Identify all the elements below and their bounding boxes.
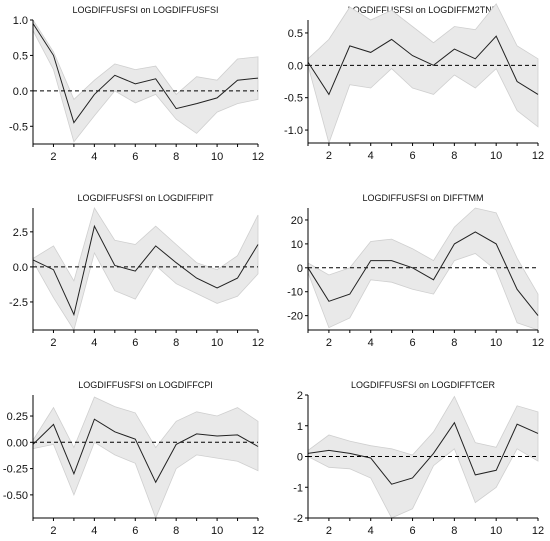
y-tick-label: 20 [291,215,303,227]
x-tick-label: 12 [532,150,544,162]
x-tick-label: 4 [368,525,374,537]
x-tick-label: 4 [368,150,374,162]
y-tick-label: -2 [293,513,303,525]
y-tick-label: 2.5 [13,227,28,239]
x-tick-label: 10 [490,150,502,162]
confidence-band [307,395,539,519]
confidence-band [32,207,259,331]
x-tick-label: 8 [173,151,179,163]
x-tick-label: 4 [91,525,97,537]
panel-5: LOGDIFFUSFSI on LOGDIFFCPI 2 4 6 8 10 12 -0.50 -… [3,380,264,537]
x-tick-label: 10 [211,151,223,163]
response-line [307,35,539,96]
y-tick-label: -0.25 [3,464,28,476]
y-tick-label: -20 [287,311,303,323]
x-tick-label: 12 [532,525,544,537]
response-line [32,23,259,124]
x-tick-label: 8 [451,150,457,162]
x-tick-label: 12 [252,525,264,537]
y-tick-label: 0 [297,263,303,275]
y-tick-label: -1.0 [284,125,303,137]
x-tick-label: 8 [451,525,457,537]
x-tick-label: 2 [50,337,56,349]
y-tick-label: 0.0 [288,60,303,72]
x-tick-label: 2 [326,525,332,537]
response-line [307,421,539,485]
x-tick-label: 10 [490,337,502,349]
y-tick-label: -0.50 [3,490,28,502]
y-tick-label: 0.0 [13,262,28,274]
y-tick-label: 1 [297,421,303,433]
y-tick-label: 0.5 [288,28,303,40]
panel-title: LOGDIFFUSFSI on LOGDIFFCPI [78,380,213,390]
y-tick-label: 0.0 [13,86,28,98]
panel-title: LOGDIFFUSFSI on DIFFTMM [362,193,483,203]
x-tick-label: 2 [326,150,332,162]
panel-2: LOGDIFFUSFSI on LOGDIFFM2TND 2 4 6 8 10 12 -1.0… [284,3,544,162]
x-tick-label: 12 [252,337,264,349]
confidence-band [307,207,539,331]
x-tick-label: 10 [211,525,223,537]
response-line [32,224,259,317]
y-tick-label: -10 [287,287,303,299]
y-tick-label: -1 [293,482,303,494]
panel-title: LOGDIFFUSFSI on LOGDIFFIPIT [77,193,214,203]
x-tick-label: 6 [132,337,138,349]
x-tick-label: 2 [326,337,332,349]
panel-title: LOGDIFFUSFSI on LOGDIFFM2TND [348,5,499,15]
panel-1: LOGDIFFUSFSI on LOGDIFFUSFSI 2 4 6 8 10 12 -0.5… [9,5,264,163]
x-tick-label: 6 [132,151,138,163]
y-tick-label: 0 [297,452,303,464]
y-tick-label: -0.5 [9,121,28,133]
x-tick-label: 8 [451,337,457,349]
panel-3: LOGDIFFUSFSI on LOGDIFFIPIT 2 4 6 8 10 12 -2.5 0… [9,193,264,349]
response-line [307,231,539,316]
x-tick-label: 2 [50,151,56,163]
x-tick-label: 6 [132,525,138,537]
y-tick-label: 0.00 [7,437,28,449]
x-tick-label: 10 [211,337,223,349]
y-tick-label: -2.5 [9,297,28,309]
panel-4: LOGDIFFUSFSI on DIFFTMM 2 4 6 8 10 12 -20 -10 0 10… [287,193,544,349]
x-tick-label: 4 [91,337,97,349]
x-tick-label: 6 [409,337,415,349]
y-tick-label: 1.0 [13,15,28,27]
x-tick-label: 10 [490,525,502,537]
panel-title: LOGDIFFUSFSI on LOGDIFFUSFSI [72,5,218,15]
y-tick-label: 0.25 [7,411,28,423]
confidence-band [32,396,259,520]
response-line [32,418,259,484]
x-tick-label: 4 [368,337,374,349]
x-tick-label: 8 [173,337,179,349]
x-tick-label: 8 [173,525,179,537]
y-tick-label: 2 [297,390,303,402]
y-tick-label: -0.5 [284,93,303,105]
x-tick-label: 4 [91,151,97,163]
confidence-band [307,3,539,145]
x-tick-label: 2 [50,525,56,537]
y-tick-label: 10 [291,239,303,251]
x-tick-label: 6 [409,525,415,537]
x-tick-label: 12 [532,337,544,349]
x-tick-label: 12 [252,151,264,163]
panel-title: LOGDIFFUSFSI on LOGDIFFTCER [351,380,496,390]
x-tick-label: 6 [409,150,415,162]
y-tick-label: 0.5 [13,50,28,62]
